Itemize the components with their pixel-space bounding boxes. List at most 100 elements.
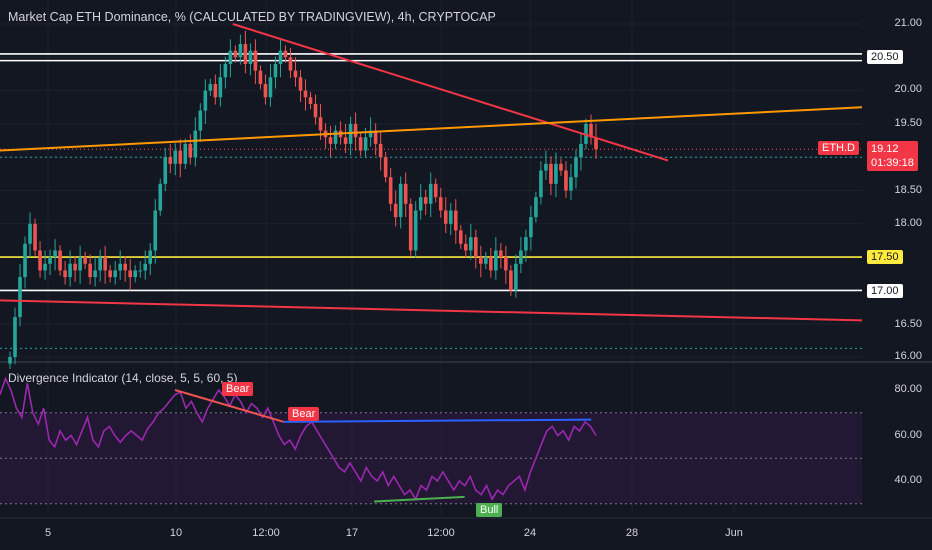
candle-body — [333, 130, 338, 144]
candle-body — [53, 250, 57, 258]
candle-body — [529, 217, 533, 238]
candle-body — [178, 150, 183, 164]
candle-body — [223, 63, 228, 78]
candle-body — [373, 130, 378, 144]
y-tick-label: 19.50 — [894, 117, 922, 129]
rsi-tick-label: 40.00 — [894, 474, 922, 486]
y-tick-label: 18.50 — [894, 184, 922, 196]
y-tick-label: 20.00 — [894, 83, 922, 95]
candle-body — [248, 50, 253, 64]
x-tick-label: 5 — [44, 527, 52, 539]
candle-body — [213, 83, 218, 98]
candle-body — [473, 237, 478, 258]
candle-body — [133, 270, 138, 278]
candle-body — [238, 43, 243, 58]
candle-body — [388, 177, 393, 204]
level-17.50-badge: 17.50 — [867, 250, 903, 264]
last-price: 19.12 — [871, 143, 899, 155]
candle-body — [63, 270, 67, 278]
candle-body — [108, 270, 112, 278]
y-tick-label: 16.00 — [894, 350, 922, 362]
candle-body — [98, 257, 102, 271]
candle-body — [93, 270, 97, 278]
candle-body — [218, 77, 223, 98]
last-price-badge: 19.12 01:39:18 — [867, 141, 918, 171]
x-tick-label: Jun — [725, 527, 743, 539]
candle-body — [168, 157, 173, 164]
candle-body — [88, 263, 92, 278]
candle-body — [408, 203, 413, 251]
bear-label: Bear — [288, 407, 320, 421]
candle-body — [73, 263, 77, 271]
candle-body — [554, 163, 558, 184]
candle-body — [28, 223, 32, 244]
candle-body — [539, 170, 543, 198]
candle-body — [258, 70, 263, 84]
candle-body — [509, 270, 513, 291]
candle-body — [38, 250, 42, 271]
candle-body — [423, 197, 428, 204]
candle-body — [153, 210, 158, 251]
y-tick-label: 21.00 — [894, 17, 922, 29]
level-17.00-badge: 17.00 — [867, 284, 903, 298]
candle-body — [479, 257, 483, 264]
candle-body — [188, 143, 193, 158]
candle-body — [524, 237, 528, 251]
symbol-badge: ETH.D — [818, 141, 859, 155]
bull-label: Bull — [476, 503, 503, 517]
candle-body — [428, 183, 433, 204]
candle-body — [48, 257, 52, 264]
trendline — [232, 23, 669, 162]
candle-body — [158, 183, 163, 211]
candle-body — [443, 210, 448, 224]
candle-body — [544, 163, 548, 171]
candle-body — [418, 197, 423, 211]
candle-body — [23, 243, 27, 278]
candle-body — [148, 250, 153, 264]
candle-body — [138, 270, 143, 272]
candle-body — [113, 270, 117, 278]
x-tick-label: 28 — [625, 527, 639, 539]
candle-body — [453, 210, 458, 231]
trendline — [0, 106, 863, 152]
x-tick-label: 24 — [523, 527, 537, 539]
candle-body — [273, 63, 278, 78]
candle-body — [378, 143, 383, 158]
candle-body — [489, 257, 493, 271]
candle-body — [368, 130, 373, 138]
candle-body — [68, 263, 72, 278]
candle-body — [183, 143, 188, 164]
x-tick-label: 17 — [345, 527, 359, 539]
candle-body — [363, 137, 368, 151]
candle-body — [228, 50, 233, 64]
candle-body — [458, 230, 463, 244]
candle-body — [123, 263, 127, 271]
rsi-line — [0, 376, 597, 501]
candle-body — [398, 183, 403, 218]
candle-body — [504, 257, 508, 271]
candle-body — [293, 70, 298, 78]
candle-body — [353, 123, 358, 138]
indicator-title: Divergence Indicator (14, close, 5, 5, 6… — [8, 371, 238, 385]
candle-body — [383, 157, 388, 178]
candle-body — [33, 223, 37, 251]
candle-body — [203, 90, 208, 111]
candle-body — [253, 50, 258, 71]
candle-body — [243, 43, 248, 64]
candle-body — [143, 263, 148, 271]
candle-body — [318, 117, 323, 131]
candle-body — [58, 250, 62, 271]
candle-body — [313, 103, 318, 118]
x-tick-label: 12:00 — [252, 527, 280, 539]
x-tick-label: 10 — [169, 527, 183, 539]
candle-body — [233, 50, 238, 58]
candle-body — [463, 243, 468, 251]
candle-body — [128, 270, 133, 278]
candle-body — [569, 177, 573, 191]
candle-body — [343, 137, 348, 144]
candle-body — [303, 90, 308, 98]
candle-body — [18, 277, 22, 318]
countdown: 01:39:18 — [871, 157, 914, 169]
candle-body — [208, 83, 213, 91]
